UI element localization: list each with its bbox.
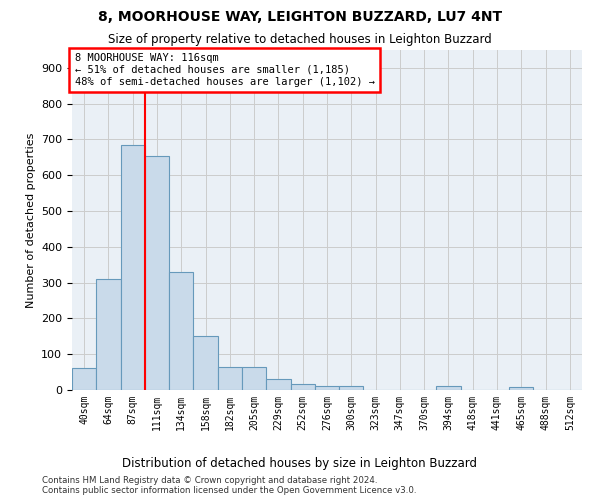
- Text: 8, MOORHOUSE WAY, LEIGHTON BUZZARD, LU7 4NT: 8, MOORHOUSE WAY, LEIGHTON BUZZARD, LU7 …: [98, 10, 502, 24]
- Bar: [72, 368, 96, 390]
- Bar: [436, 386, 461, 390]
- Bar: [339, 386, 364, 390]
- Bar: [218, 366, 242, 390]
- Bar: [509, 387, 533, 390]
- Bar: [169, 272, 193, 390]
- Bar: [145, 156, 169, 390]
- Text: 8 MOORHOUSE WAY: 116sqm
← 51% of detached houses are smaller (1,185)
48% of semi: 8 MOORHOUSE WAY: 116sqm ← 51% of detache…: [74, 54, 374, 86]
- Bar: [242, 366, 266, 390]
- Bar: [121, 145, 145, 390]
- Bar: [96, 279, 121, 390]
- Bar: [266, 380, 290, 390]
- Bar: [290, 384, 315, 390]
- Text: Size of property relative to detached houses in Leighton Buzzard: Size of property relative to detached ho…: [108, 32, 492, 46]
- Bar: [315, 386, 339, 390]
- Y-axis label: Number of detached properties: Number of detached properties: [26, 132, 35, 308]
- Bar: [193, 336, 218, 390]
- Text: Contains HM Land Registry data © Crown copyright and database right 2024.
Contai: Contains HM Land Registry data © Crown c…: [42, 476, 416, 495]
- Text: Distribution of detached houses by size in Leighton Buzzard: Distribution of detached houses by size …: [122, 458, 478, 470]
